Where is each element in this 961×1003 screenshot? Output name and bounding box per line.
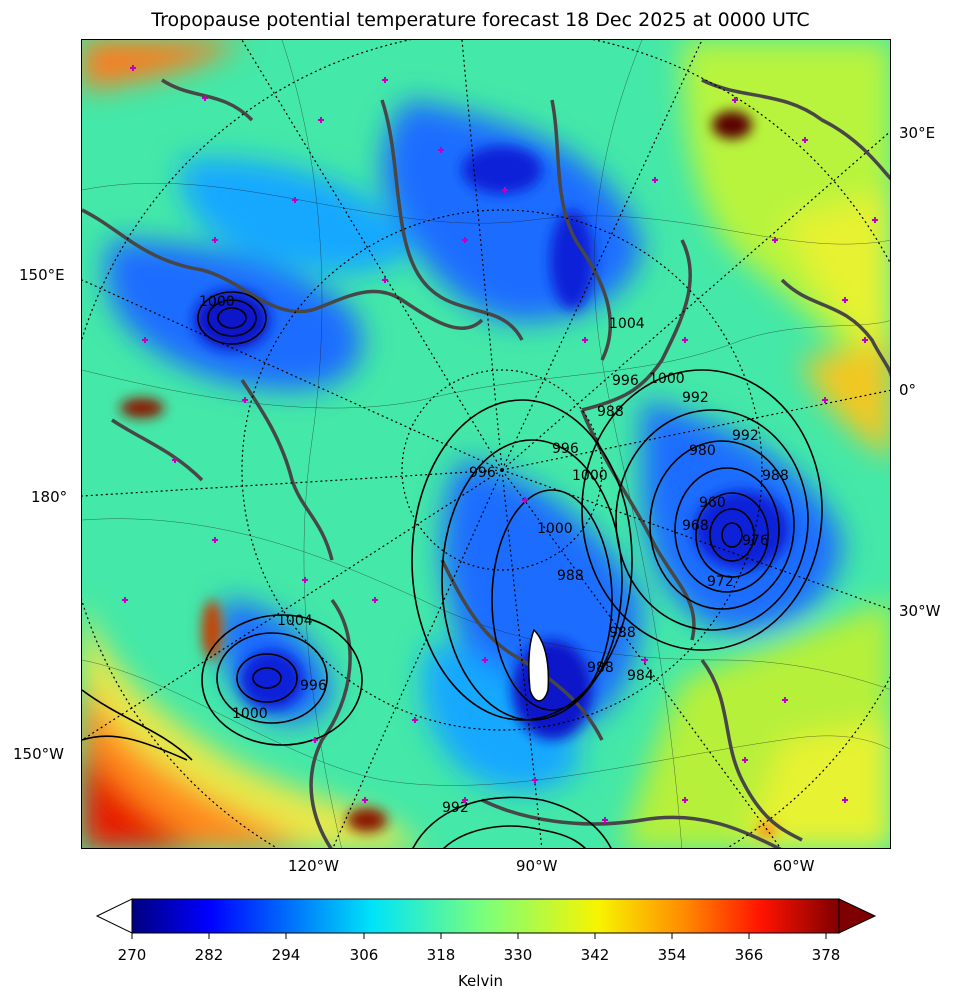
map-panel[interactable]: 1000 1004 1000 996 1000 992 992 988 980 … bbox=[81, 39, 891, 849]
lon-label-150w: 150°W bbox=[13, 745, 64, 763]
svg-text:1000: 1000 bbox=[649, 371, 685, 387]
svg-text:972: 972 bbox=[707, 574, 734, 590]
svg-text:960: 960 bbox=[699, 495, 726, 511]
colorbar-under-extend bbox=[95, 898, 133, 934]
isobars bbox=[82, 291, 823, 848]
lon-label-180: 180° bbox=[31, 488, 68, 506]
colorbar-tick: 342 bbox=[580, 946, 610, 964]
map-canvas: 1000 1004 1000 996 1000 992 992 988 980 … bbox=[82, 40, 890, 848]
svg-text:984: 984 bbox=[627, 668, 654, 684]
colorbar-tick: 282 bbox=[194, 946, 224, 964]
svg-text:996: 996 bbox=[469, 465, 496, 481]
svg-text:976: 976 bbox=[742, 533, 769, 549]
svg-text:1000: 1000 bbox=[199, 294, 235, 310]
colorbar-tick: 270 bbox=[117, 946, 147, 964]
coastlines bbox=[82, 78, 890, 848]
theta-contours bbox=[82, 40, 890, 848]
station-markers bbox=[122, 65, 878, 823]
svg-text:1000: 1000 bbox=[572, 468, 608, 484]
colorbar-tick: 378 bbox=[811, 946, 841, 964]
lon-label-60w: 60°W bbox=[773, 857, 815, 875]
colorbar-tick: 366 bbox=[734, 946, 764, 964]
lon-label-120w: 120°W bbox=[288, 857, 339, 875]
lon-label-90w: 90°W bbox=[516, 857, 558, 875]
colorbar bbox=[95, 898, 877, 939]
svg-text:988: 988 bbox=[762, 468, 789, 484]
lon-label-30w: 30°W bbox=[899, 602, 941, 620]
svg-text:980: 980 bbox=[689, 443, 716, 459]
colorbar-tick: 318 bbox=[426, 946, 456, 964]
colorbar-tick: 354 bbox=[657, 946, 687, 964]
svg-text:988: 988 bbox=[597, 404, 624, 420]
lon-label-150e: 150°E bbox=[19, 266, 65, 284]
colorbar-tick: 294 bbox=[271, 946, 301, 964]
svg-text:992: 992 bbox=[682, 390, 709, 406]
svg-text:996: 996 bbox=[612, 373, 639, 389]
svg-text:988: 988 bbox=[609, 625, 636, 641]
svg-text:1004: 1004 bbox=[609, 316, 645, 332]
lon-label-30e: 30°E bbox=[899, 124, 936, 142]
colorbar-unit-label: Kelvin bbox=[457, 972, 504, 990]
figure-title: Tropopause potential temperature forecas… bbox=[151, 9, 810, 31]
colorbar-gradient bbox=[132, 899, 839, 933]
isobar-labels: 1000 1004 1000 996 1000 992 992 988 980 … bbox=[199, 294, 789, 816]
svg-text:1000: 1000 bbox=[232, 706, 268, 722]
svg-text:992: 992 bbox=[442, 800, 469, 816]
greenland-hole bbox=[528, 628, 550, 702]
colorbar-tick: 330 bbox=[503, 946, 533, 964]
colorbar-tick: 306 bbox=[349, 946, 379, 964]
svg-text:988: 988 bbox=[587, 660, 614, 676]
svg-text:996: 996 bbox=[300, 678, 327, 694]
svg-text:968: 968 bbox=[682, 518, 709, 534]
svg-text:988: 988 bbox=[557, 568, 584, 584]
svg-text:996: 996 bbox=[552, 441, 579, 457]
colorbar-over-extend bbox=[838, 898, 877, 934]
svg-text:992: 992 bbox=[732, 428, 759, 444]
svg-text:1004: 1004 bbox=[277, 613, 313, 629]
lon-label-0: 0° bbox=[899, 381, 917, 399]
theta-field bbox=[82, 40, 890, 848]
svg-text:1000: 1000 bbox=[537, 521, 573, 537]
